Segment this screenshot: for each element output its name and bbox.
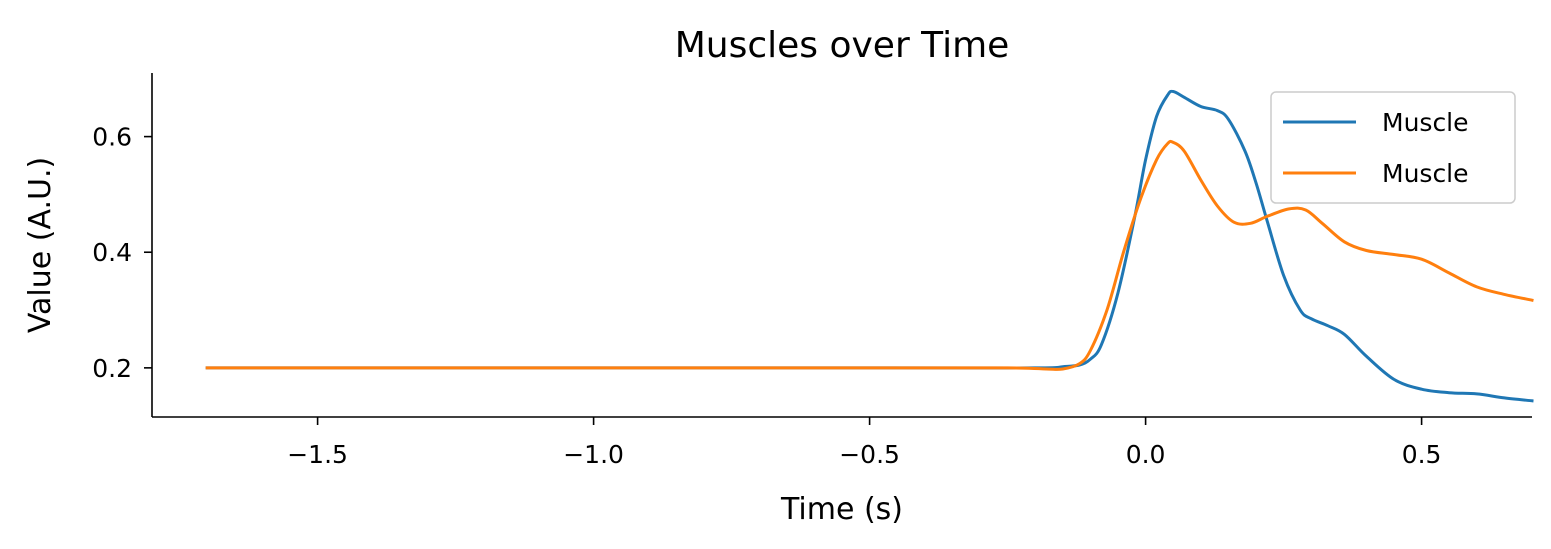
series-line-2 <box>205 139 1534 371</box>
x-tick-label: −1.5 <box>287 440 348 469</box>
x-tick-label: 0.5 <box>1402 440 1442 469</box>
series-layer <box>205 89 1534 403</box>
y-tick-label: 0.4 <box>92 238 132 267</box>
x-axis-ticks: −1.5 −1.0 −0.5 0.0 0.5 <box>287 417 1441 469</box>
y-tick-label: 0.2 <box>92 354 132 383</box>
legend: Muscle Muscle <box>1270 91 1516 204</box>
legend-label-2: Muscle <box>1382 159 1469 188</box>
x-axis-title: Time (s) <box>780 492 903 527</box>
chart-title: Muscles over Time <box>675 25 1010 66</box>
y-axis-ticks: 0.2 0.4 0.6 <box>92 123 152 383</box>
series-line-1 <box>205 89 1534 403</box>
x-tick-label: −1.0 <box>563 440 624 469</box>
plot-area: −1.5 −1.0 −0.5 0.0 0.5 0.2 0.4 0.6 <box>92 73 1534 469</box>
y-axis-title: Value (A.U.) <box>23 157 58 333</box>
y-tick-label: 0.6 <box>92 123 132 152</box>
legend-box <box>1270 91 1516 204</box>
legend-items: Muscle Muscle <box>1283 108 1469 188</box>
x-tick-label: −0.5 <box>839 440 900 469</box>
x-tick-label: 0.0 <box>1126 440 1166 469</box>
legend-label-1: Muscle <box>1382 108 1469 137</box>
